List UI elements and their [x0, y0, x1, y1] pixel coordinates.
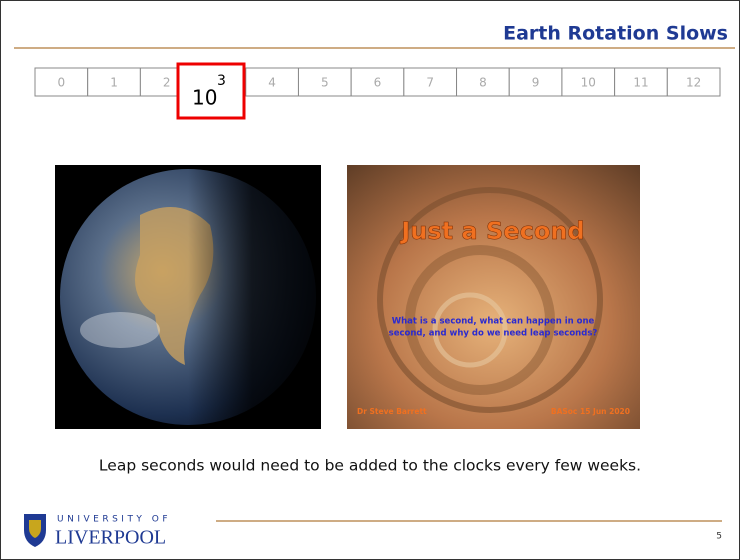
- slide-title: Earth Rotation Slows: [503, 23, 728, 45]
- scale-label: 7: [426, 76, 434, 90]
- highlight-base: 10: [192, 86, 217, 110]
- scale-label: 6: [374, 76, 382, 90]
- scale-label: 2: [163, 76, 171, 90]
- logo-top: UNIVERSITY OF: [57, 515, 171, 525]
- earth-image: [55, 165, 321, 429]
- scale-label: 9: [532, 76, 540, 90]
- inner-title: Just a Second: [399, 217, 584, 245]
- scale-label: 10: [581, 76, 596, 90]
- scale-label: 0: [58, 76, 66, 90]
- page-number: 5: [716, 532, 722, 542]
- scale-label: 11: [633, 76, 648, 90]
- scale-label: 4: [268, 76, 276, 90]
- caption: Leap seconds would need to be added to t…: [99, 457, 641, 475]
- inner-question: second, and why do we need leap seconds?: [389, 329, 598, 339]
- slide: Earth Rotation Slows 012456789101112 10 …: [0, 0, 740, 560]
- inner-event: BASoc 15 Jun 2020: [551, 407, 630, 416]
- presentation-image: Just a Second What is a second, what can…: [347, 165, 640, 429]
- logo-bottom: LIVERPOOL: [55, 527, 166, 549]
- inner-author: Dr Steve Barrett: [357, 407, 427, 416]
- scale-label: 8: [479, 76, 487, 90]
- highlight-exponent: 3: [217, 73, 226, 89]
- scale-label: 12: [686, 76, 701, 90]
- scale-label: 1: [110, 76, 118, 90]
- inner-question: What is a second, what can happen in one: [392, 317, 595, 327]
- scale-label: 5: [321, 76, 329, 90]
